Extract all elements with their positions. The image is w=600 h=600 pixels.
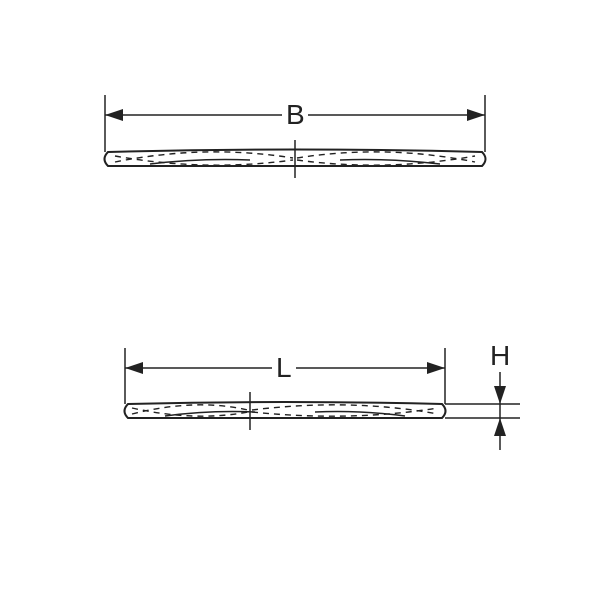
label-H: H: [490, 340, 510, 371]
arrow-H-top: [494, 386, 506, 404]
dimension-diagram: B L: [0, 0, 600, 600]
arrow-left-B: [105, 109, 123, 121]
view-side: L H: [125, 340, 521, 450]
arrow-H-bottom: [494, 418, 506, 436]
arrow-right-L: [427, 362, 445, 374]
label-L: L: [276, 352, 292, 383]
arrow-right-B: [467, 109, 485, 121]
arrow-left-L: [125, 362, 143, 374]
label-B: B: [286, 99, 305, 130]
view-top: B: [105, 95, 486, 178]
